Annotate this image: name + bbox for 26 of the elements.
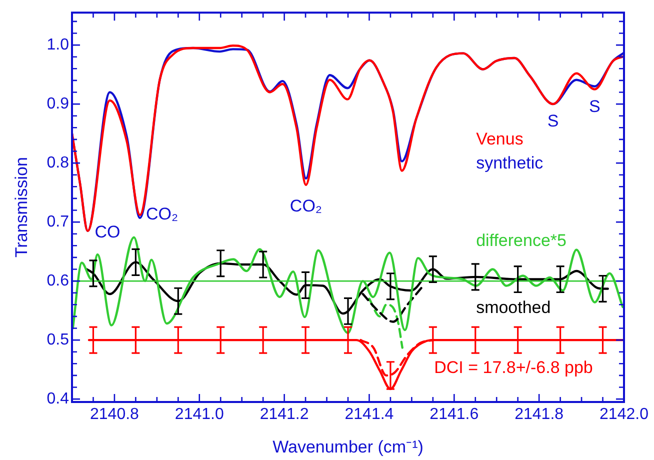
annotation: CO₂ xyxy=(290,196,322,216)
y-tick-label: 1.0 xyxy=(46,36,70,54)
text: synthetic xyxy=(476,153,544,172)
annotation: CO₂ xyxy=(146,204,178,224)
y-axis-title: Transmission xyxy=(12,157,31,258)
x-axis-title: Wavenumber (cm⁻¹) xyxy=(272,437,424,456)
annotation: DCI = 17.8+/-6.8 ppb xyxy=(434,358,593,377)
x-tick-label: 2140.8 xyxy=(90,406,140,424)
y-tick-label: 0.6 xyxy=(46,272,70,290)
y-tick-label: 0.7 xyxy=(46,213,70,230)
x-tick-label: 2141.6 xyxy=(430,406,479,424)
x-tick-label: 2141.8 xyxy=(514,406,564,424)
x-tick-label: 2141.2 xyxy=(260,406,309,424)
x-tick-label: 2142.0 xyxy=(600,406,649,424)
series-label: difference*5 xyxy=(476,230,566,250)
x-tick-label: 2141.4 xyxy=(344,406,394,424)
y-tick-label: 0.8 xyxy=(46,154,70,172)
y-tick-label: 0.9 xyxy=(46,95,70,112)
y-tick-label: 0.4 xyxy=(46,390,70,408)
y-tick-label: 0.5 xyxy=(46,331,70,348)
series-label: smoothed xyxy=(476,298,551,318)
text: Venus xyxy=(476,130,524,149)
annotation: CO xyxy=(94,222,120,242)
annotation: S xyxy=(589,96,600,116)
x-tick-label: 2141.0 xyxy=(174,406,224,424)
annotation: S xyxy=(547,112,559,131)
